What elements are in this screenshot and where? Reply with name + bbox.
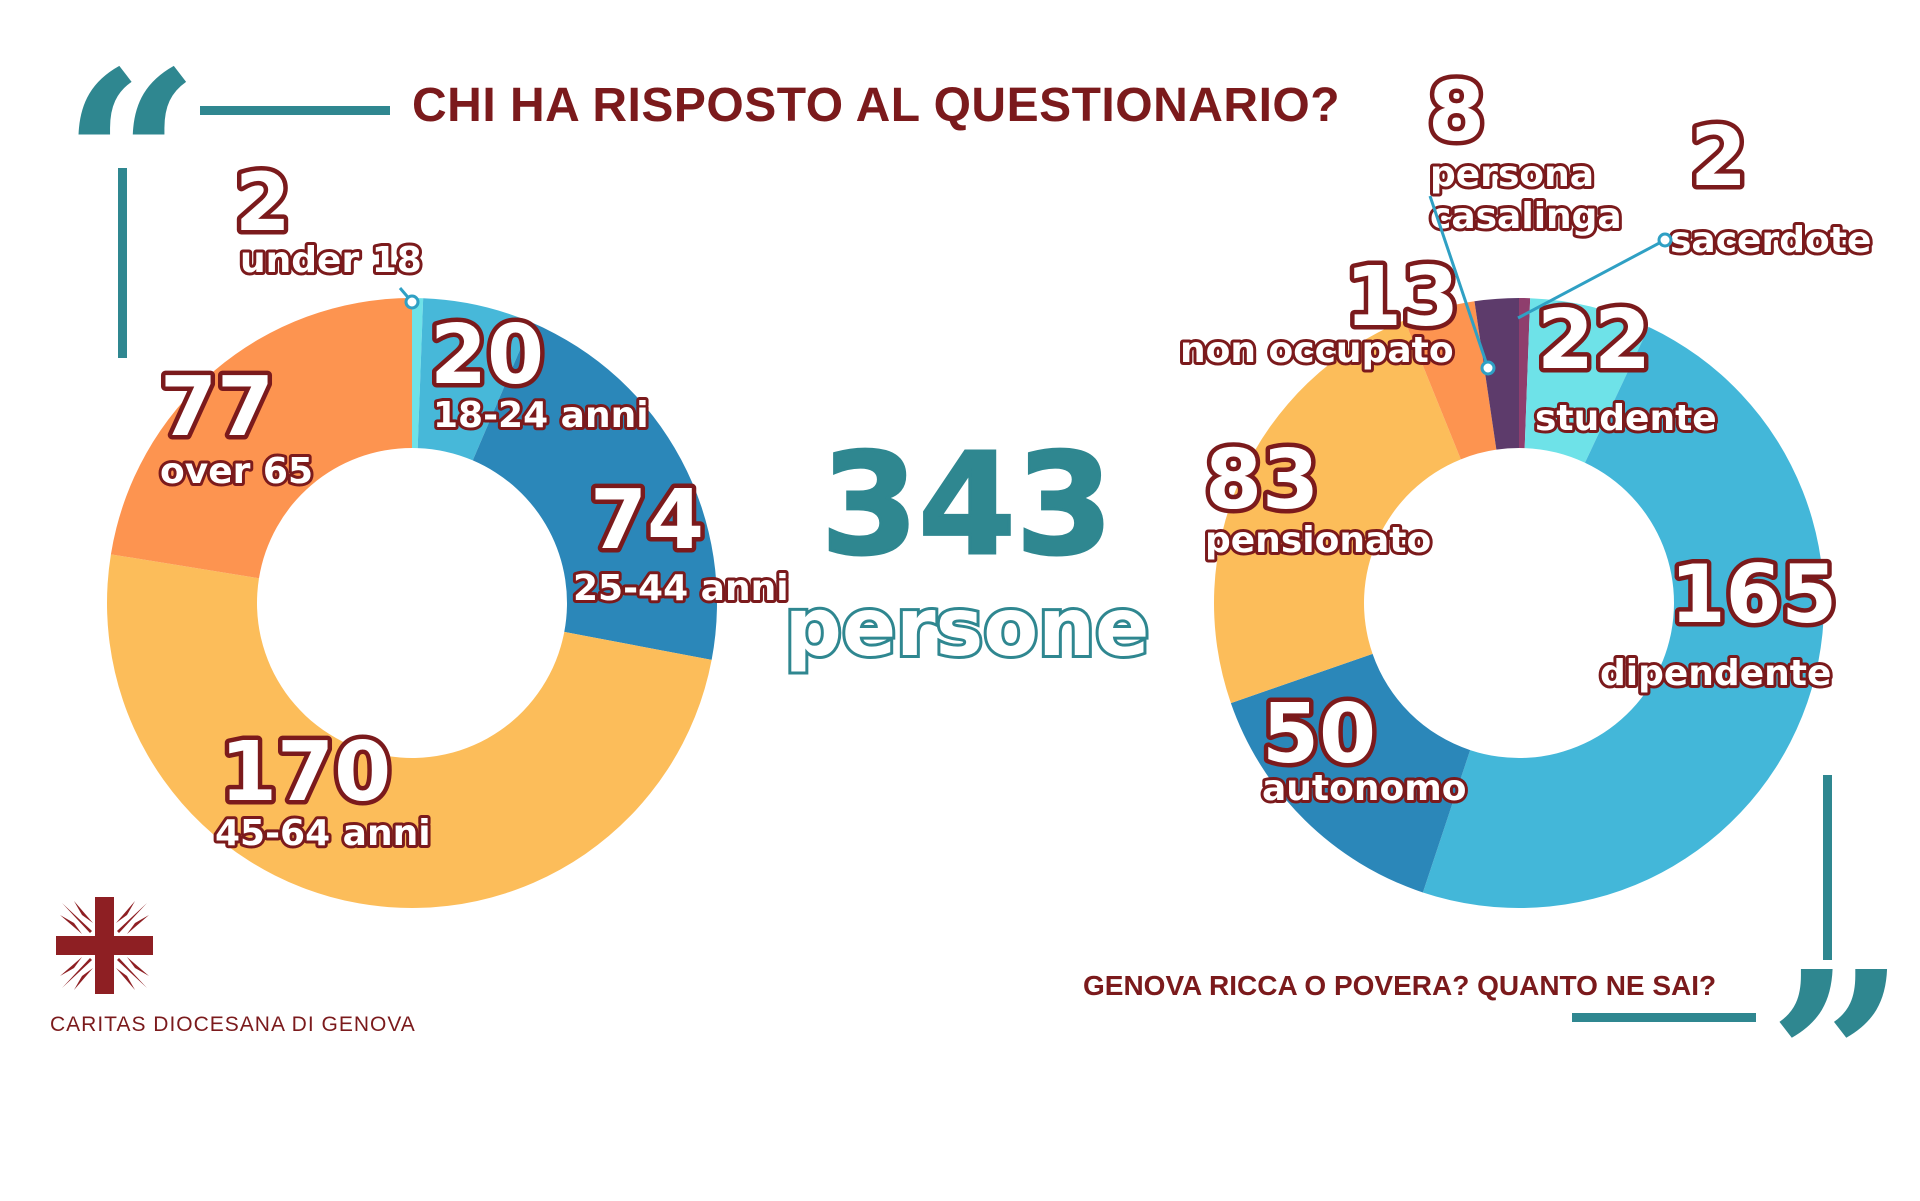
occupation-label-2: studente xyxy=(1535,398,1717,439)
occupation-label-5: pensionato xyxy=(1205,520,1431,561)
occupation-slice-autonomo xyxy=(1230,653,1471,893)
title-rule xyxy=(200,106,390,115)
occupation-label-6: non occupato xyxy=(1180,330,1454,371)
age-label-4: 45-64 anni xyxy=(215,813,431,854)
age-label-5: over 65 xyxy=(160,451,313,492)
organization-name: CARITAS DIOCESANA DI GENOVA xyxy=(50,1013,416,1036)
right-vertical-rule xyxy=(1823,775,1832,960)
occupation-value-4: 50 xyxy=(1262,687,1376,782)
occupation-donut-chart xyxy=(1213,298,1824,908)
occupation-value-7: 8 xyxy=(1428,65,1485,160)
leader-dot xyxy=(1657,232,1673,248)
age-value-4: 170 xyxy=(220,725,391,820)
occupation-label-3: dipendente xyxy=(1600,653,1831,694)
occupation-label-7b: casalinga xyxy=(1430,196,1622,237)
occupation-label-4: autonomo xyxy=(1262,768,1466,809)
occupation-slice-sacerdote xyxy=(1519,298,1531,449)
occupation-label-7a: persona xyxy=(1430,154,1594,195)
age-slice-25-44-anni xyxy=(472,322,717,660)
occupation-slice-pensionato xyxy=(1213,320,1461,704)
age-slice-under-18 xyxy=(412,298,424,449)
occupation-slice-non-occupato xyxy=(1404,301,1497,460)
leader-line xyxy=(1428,195,1490,369)
age-slice-45-64-anni xyxy=(107,554,712,908)
page-subtitle: GENOVA RICCA O POVERA? QUANTO NE SAI? xyxy=(1083,970,1717,1001)
total-value: 343 xyxy=(821,424,1113,587)
subtitle-rule xyxy=(1572,1013,1756,1022)
age-value-1: 2 xyxy=(235,156,291,249)
occupation-label-1: sacerdote xyxy=(1670,220,1871,261)
occupation-value-5: 83 xyxy=(1205,433,1319,528)
age-label-3: 25-44 anni xyxy=(573,568,789,609)
leader-dot xyxy=(1480,360,1496,376)
age-slice-over-65 xyxy=(110,298,413,579)
age-label-1: under 18 xyxy=(240,240,422,281)
total-label: persone xyxy=(785,581,1150,674)
leader-line xyxy=(1517,238,1666,320)
age-label-2: 18-24 anni xyxy=(433,395,649,436)
occupation-value-2: 22 xyxy=(1537,293,1651,388)
occupation-slice-persona-casalinga xyxy=(1474,298,1519,450)
page-title: CHI HA RISPOSTO AL QUESTIONARIO? xyxy=(412,79,1341,132)
occupation-slice-dipendente xyxy=(1422,327,1824,908)
occupation-value-3: 165 xyxy=(1670,548,1837,641)
open-quote-icon: “ xyxy=(62,19,201,301)
occupation-slice-studente xyxy=(1524,298,1649,463)
age-value-3: 74 xyxy=(590,473,704,568)
left-vertical-rule xyxy=(118,168,127,358)
leader-dot xyxy=(404,294,420,310)
total-respondents: 343 persone xyxy=(782,423,1153,678)
caritas-logo-icon xyxy=(56,897,153,994)
age-donut-chart xyxy=(107,298,717,908)
age-value-5: 77 xyxy=(160,360,274,455)
occupation-value-1: 2 xyxy=(1690,110,1747,205)
age-slice-18-24-anni xyxy=(417,298,532,461)
age-value-2: 20 xyxy=(430,308,544,403)
occupation-value-6: 13 xyxy=(1345,250,1459,345)
